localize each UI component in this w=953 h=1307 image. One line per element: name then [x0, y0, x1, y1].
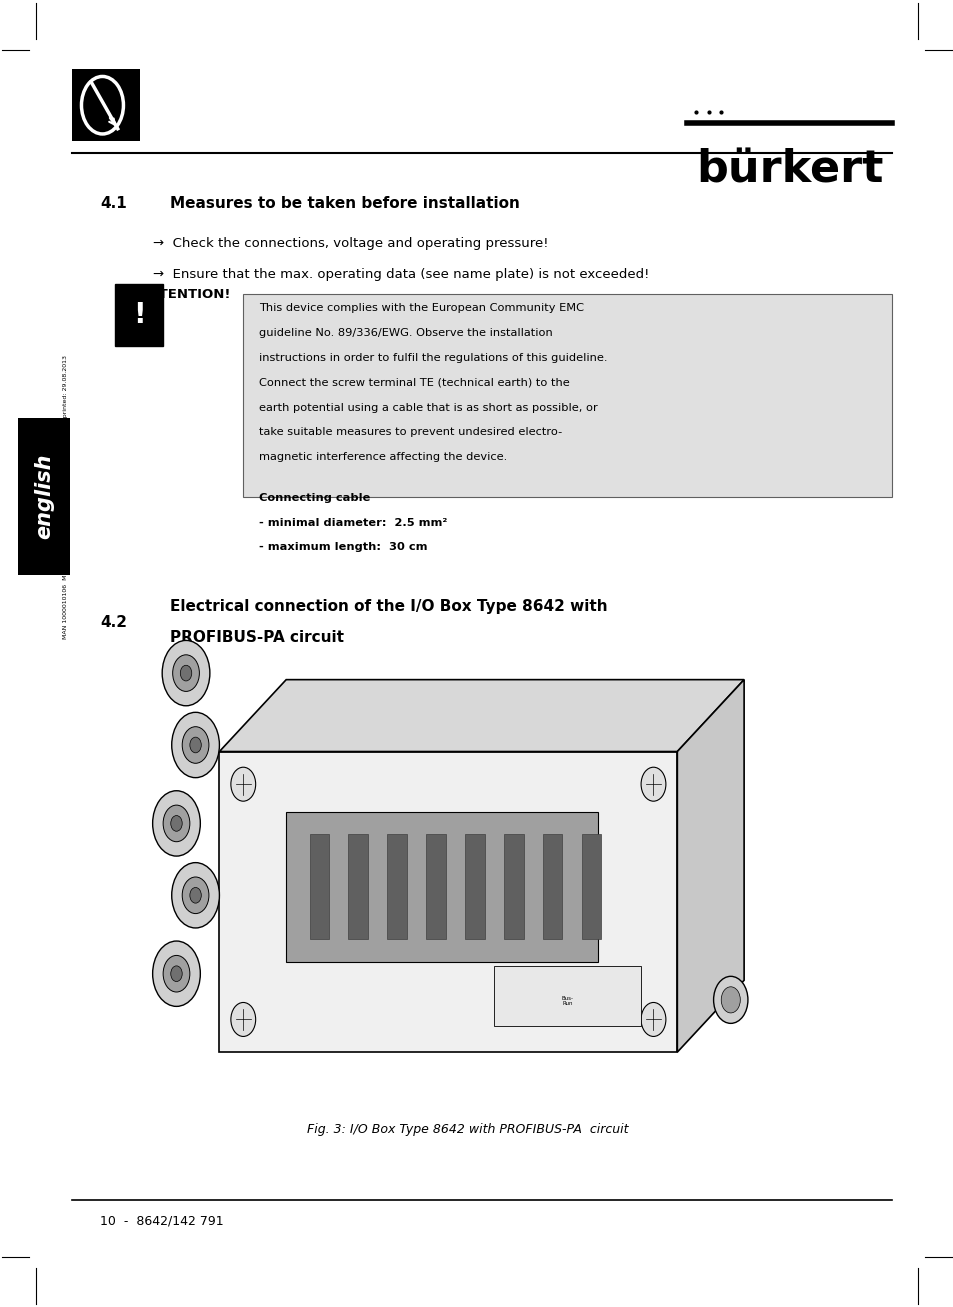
Text: - minimal diameter:  2.5 mm²: - minimal diameter: 2.5 mm²: [259, 518, 447, 528]
Circle shape: [172, 655, 199, 691]
Circle shape: [152, 941, 200, 1006]
Circle shape: [172, 712, 219, 778]
Bar: [581, 834, 600, 940]
Bar: [243, 294, 891, 497]
Circle shape: [640, 1002, 665, 1036]
Circle shape: [152, 791, 200, 856]
Bar: [426, 834, 445, 940]
Text: 4.2: 4.2: [100, 614, 127, 630]
Bar: [18, 418, 70, 575]
Circle shape: [163, 805, 190, 842]
Text: english: english: [34, 454, 53, 540]
Circle shape: [231, 1002, 255, 1036]
Text: This device complies with the European Community EMC: This device complies with the European C…: [259, 303, 584, 314]
Text: guideline No. 89/336/EWG. Observe the installation: guideline No. 89/336/EWG. Observe the in…: [259, 328, 553, 339]
Circle shape: [171, 816, 182, 831]
Bar: [387, 834, 406, 940]
Text: Connect the screw terminal TE (technical earth) to the: Connect the screw terminal TE (technical…: [259, 378, 570, 388]
Bar: [503, 834, 523, 940]
Circle shape: [180, 665, 192, 681]
Bar: [309, 834, 329, 940]
Polygon shape: [677, 680, 743, 1052]
Circle shape: [720, 987, 740, 1013]
Bar: [542, 834, 562, 940]
Text: Fig. 3: I/O Box Type 8642 with PROFIBUS-PA  circuit: Fig. 3: I/O Box Type 8642 with PROFIBUS-…: [306, 1123, 628, 1136]
Circle shape: [172, 863, 219, 928]
Polygon shape: [219, 680, 743, 752]
Circle shape: [171, 966, 182, 982]
Text: 10  -  8642/142 791: 10 - 8642/142 791: [100, 1214, 224, 1227]
Text: instructions in order to fulfil the regulations of this guideline.: instructions in order to fulfil the regu…: [259, 353, 607, 363]
Circle shape: [163, 955, 190, 992]
Circle shape: [231, 767, 255, 801]
Text: Bus-
Run: Bus- Run: [561, 996, 573, 1006]
Text: bürkert: bürkert: [696, 149, 882, 192]
Text: take suitable measures to prevent undesired electro-: take suitable measures to prevent undesi…: [259, 427, 562, 438]
Text: MAN 1000010106  ML  Version: H  Status: RL (released | freigegeben)  printed: 29: MAN 1000010106 ML Version: H Status: RL …: [62, 354, 68, 639]
Text: ATTENTION!: ATTENTION!: [141, 288, 232, 301]
Bar: [71, 69, 140, 141]
Bar: [494, 966, 640, 1026]
Bar: [115, 284, 163, 346]
Text: →  Ensure that the max. operating data (see name plate) is not exceeded!: → Ensure that the max. operating data (s…: [152, 268, 648, 281]
Circle shape: [182, 877, 209, 914]
Bar: [219, 752, 677, 1052]
Text: 4.1: 4.1: [100, 196, 127, 212]
Text: !: !: [132, 301, 146, 329]
Bar: [465, 834, 484, 940]
Circle shape: [190, 737, 201, 753]
Circle shape: [555, 982, 570, 1002]
Circle shape: [640, 767, 665, 801]
Bar: [348, 834, 368, 940]
Circle shape: [162, 640, 210, 706]
Text: magnetic interference affecting the device.: magnetic interference affecting the devi…: [259, 452, 507, 463]
Bar: [286, 812, 597, 962]
Circle shape: [713, 976, 747, 1023]
Text: - maximum length:  30 cm: - maximum length: 30 cm: [259, 542, 428, 553]
Text: Electrical connection of the I/O Box Type 8642 with: Electrical connection of the I/O Box Typ…: [170, 599, 607, 614]
Text: earth potential using a cable that is as short as possible, or: earth potential using a cable that is as…: [259, 403, 598, 413]
Circle shape: [190, 887, 201, 903]
Text: Connecting cable: Connecting cable: [259, 493, 371, 503]
Text: Measures to be taken before installation: Measures to be taken before installation: [170, 196, 519, 212]
Circle shape: [182, 727, 209, 763]
Text: →  Check the connections, voltage and operating pressure!: → Check the connections, voltage and ope…: [152, 237, 548, 250]
Text: PROFIBUS-PA circuit: PROFIBUS-PA circuit: [170, 630, 343, 646]
